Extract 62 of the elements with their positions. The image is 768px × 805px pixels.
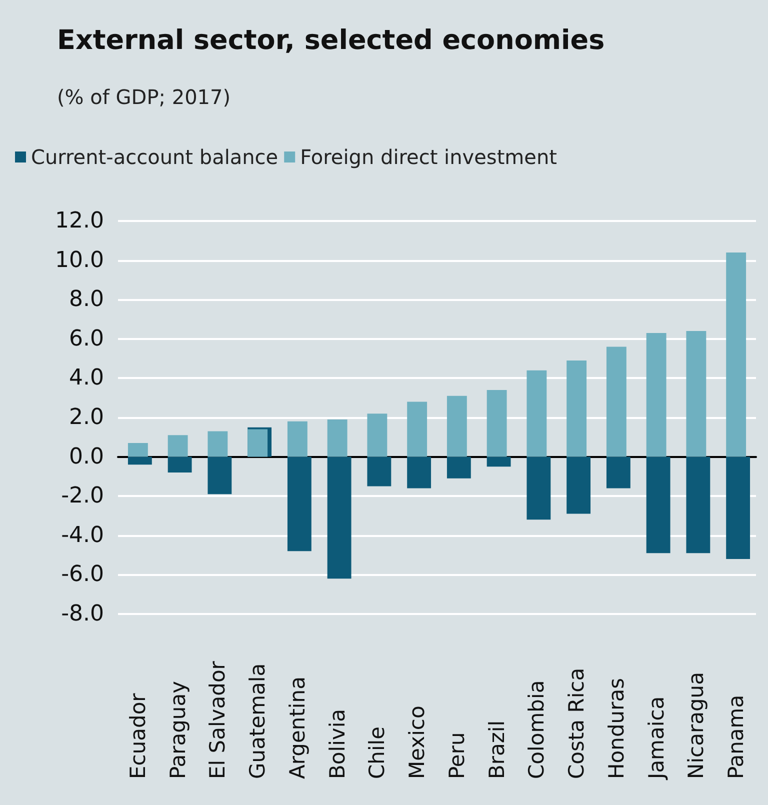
y-tick-label: -2.0: [61, 484, 104, 509]
x-tick-label: Peru: [444, 732, 469, 779]
bar: [646, 456, 670, 554]
bar: [566, 456, 591, 514]
bar: [208, 456, 232, 494]
y-tick-label: 6.0: [69, 326, 104, 352]
bar: [446, 456, 471, 478]
x-tick-label: Panama: [724, 694, 748, 779]
bar: [726, 252, 746, 457]
x-tick-label: Mexico: [405, 706, 430, 779]
bar: [168, 435, 188, 457]
bar: [287, 456, 312, 552]
bar: [686, 456, 710, 554]
bar: [168, 456, 192, 473]
x-tick-label: Guatemala: [246, 663, 270, 779]
bar: [367, 414, 388, 457]
y-tick-label: -4.0: [61, 522, 104, 548]
bar: [726, 456, 750, 559]
x-tick-label: Jamaica: [644, 696, 668, 781]
bar: [367, 456, 392, 486]
x-tick-label: Argentina: [285, 676, 310, 779]
legend-label: Current-account balance: [31, 145, 278, 169]
x-tick-label: Paraguay: [166, 680, 190, 779]
y-tick-label: 0.0: [69, 444, 104, 470]
x-tick-label: Nicaragua: [684, 672, 708, 779]
x-tick-label: Brazil: [484, 720, 509, 779]
y-tick-label: -8.0: [61, 602, 104, 626]
bar: [686, 331, 706, 457]
y-tick-label: 12.0: [55, 208, 104, 234]
bar: [248, 429, 268, 457]
bar: [287, 421, 308, 457]
bar: [208, 431, 228, 457]
x-tick-label: Honduras: [604, 678, 628, 779]
bar: [407, 456, 432, 488]
y-tick-label: 8.0: [69, 287, 104, 312]
x-tick-label: Ecuador: [126, 692, 150, 779]
chart-subtitle: (% of GDP; 2017): [57, 85, 231, 109]
bar: [327, 419, 348, 457]
bar: [327, 456, 352, 579]
bar: [486, 456, 511, 467]
bar: [128, 456, 152, 465]
y-tick-label: 10.0: [55, 248, 104, 273]
x-tick-label: Colombia: [524, 680, 549, 779]
bar: [646, 333, 666, 457]
x-tick-label: Chile: [365, 726, 390, 779]
y-tick-label: 4.0: [69, 366, 104, 391]
bar: [606, 456, 630, 488]
bar: [407, 402, 428, 457]
bar: [566, 360, 587, 457]
chart-title: External sector, selected economies: [57, 25, 605, 56]
y-tick-label: -6.0: [61, 562, 104, 588]
x-tick-label: Costa Rica: [564, 668, 589, 779]
bar: [606, 346, 626, 457]
bar: [128, 443, 148, 457]
bar: [486, 390, 507, 457]
bar: [526, 370, 547, 457]
x-tick-label: Bolivia: [325, 708, 350, 779]
y-tick-label: 2.0: [69, 405, 104, 430]
bar: [446, 396, 467, 457]
bar: [526, 456, 551, 520]
x-tick-label: El Salvador: [206, 660, 230, 779]
legend-label: Foreign direct investment: [300, 145, 558, 169]
